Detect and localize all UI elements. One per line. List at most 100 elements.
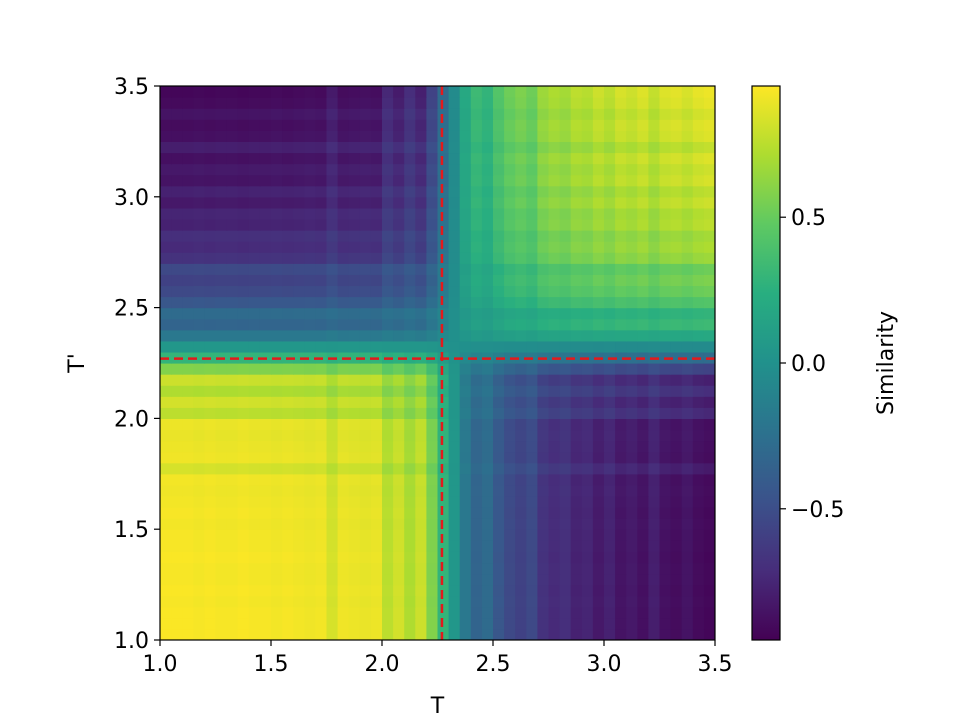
heatmap-cell xyxy=(171,518,183,530)
heatmap-cell xyxy=(326,86,339,98)
heatmap-cell xyxy=(215,374,228,386)
heatmap-cell xyxy=(315,340,328,353)
heatmap-cell xyxy=(348,462,361,475)
heatmap-cell xyxy=(193,307,205,320)
heatmap-cell xyxy=(526,595,538,608)
heatmap-cell xyxy=(481,185,494,198)
heatmap-cell xyxy=(248,307,261,320)
heatmap-cell xyxy=(437,241,450,253)
heatmap-cell xyxy=(648,329,661,342)
heatmap-cell xyxy=(459,307,472,320)
heatmap-cell xyxy=(259,252,272,264)
heatmap-cell xyxy=(481,617,494,630)
heatmap-cell xyxy=(681,584,694,597)
heatmap-cell xyxy=(226,628,239,640)
heatmap-cell xyxy=(259,495,272,508)
heatmap-cell xyxy=(182,163,194,176)
heatmap-cell xyxy=(659,274,672,287)
heatmap-cell xyxy=(204,174,217,187)
heatmap-cell xyxy=(393,518,405,530)
heatmap-cell xyxy=(493,573,505,586)
heatmap-cell xyxy=(248,230,261,242)
heatmap-cell xyxy=(226,507,239,519)
heatmap-cell xyxy=(648,174,661,187)
heatmap-cell xyxy=(681,351,694,364)
heatmap-cell xyxy=(648,540,661,552)
heatmap-cell xyxy=(548,584,561,597)
heatmap-cell xyxy=(615,562,627,575)
heatmap-cell xyxy=(215,307,228,320)
heatmap-cell xyxy=(692,628,705,640)
heatmap-cell xyxy=(637,318,649,331)
heatmap-cell xyxy=(259,163,272,176)
heatmap-cell xyxy=(282,518,294,530)
heatmap-cell xyxy=(393,108,405,120)
heatmap-cell xyxy=(160,440,172,453)
heatmap-cell xyxy=(226,185,239,198)
heatmap-cell xyxy=(237,185,250,198)
heatmap-cell xyxy=(393,407,405,419)
heatmap-cell xyxy=(370,274,383,287)
heatmap-cell xyxy=(648,484,661,497)
heatmap-cell xyxy=(304,429,316,442)
heatmap-cell xyxy=(615,97,627,109)
heatmap-cell xyxy=(493,407,505,419)
heatmap-cell xyxy=(359,119,372,131)
heatmap-cell xyxy=(526,562,538,575)
heatmap-cell xyxy=(570,163,583,176)
heatmap-cell xyxy=(504,628,516,640)
heatmap-cell xyxy=(348,407,361,419)
heatmap-cell xyxy=(337,152,350,165)
heatmap-cell xyxy=(248,495,261,508)
y-tick-label: 3.5 xyxy=(114,75,149,100)
heatmap-cell xyxy=(337,263,350,275)
heatmap-cell xyxy=(448,152,461,165)
heatmap-cell xyxy=(504,374,516,386)
heatmap-cell xyxy=(703,340,715,353)
heatmap-cell xyxy=(515,274,527,287)
heatmap-cell xyxy=(448,86,461,98)
heatmap-cell xyxy=(615,584,627,597)
heatmap-cell xyxy=(359,340,372,353)
heatmap-cell xyxy=(426,86,439,98)
heatmap-cell xyxy=(493,185,505,198)
heatmap-cell xyxy=(326,241,339,253)
heatmap-cell xyxy=(248,584,261,597)
heatmap-cell xyxy=(670,174,683,187)
heatmap-cell xyxy=(681,385,694,397)
heatmap-cell xyxy=(393,252,405,264)
heatmap-cell xyxy=(426,274,439,287)
heatmap-cell xyxy=(470,130,483,142)
heatmap-cell xyxy=(215,440,228,453)
heatmap-cell xyxy=(215,97,228,109)
heatmap-cell xyxy=(315,241,328,253)
heatmap-cell xyxy=(570,595,583,608)
heatmap-cell xyxy=(293,119,305,131)
heatmap-cell xyxy=(271,529,283,541)
heatmap-cell xyxy=(415,374,427,386)
heatmap-cell xyxy=(248,529,261,541)
heatmap-cell xyxy=(504,385,516,397)
heatmap-cell xyxy=(692,218,705,231)
heatmap-cell xyxy=(248,562,261,575)
heatmap-cell xyxy=(204,407,217,419)
heatmap-cell xyxy=(581,152,594,165)
heatmap-cell xyxy=(204,495,217,508)
heatmap-cell xyxy=(437,296,450,309)
heatmap-cell xyxy=(426,130,439,142)
heatmap-cell xyxy=(703,307,715,320)
heatmap-cell xyxy=(337,207,350,220)
heatmap-cell xyxy=(470,540,483,552)
heatmap-cell xyxy=(226,174,239,187)
heatmap-cell xyxy=(681,407,694,419)
heatmap-cell xyxy=(304,584,316,597)
heatmap-cell xyxy=(293,462,305,475)
heatmap-cell xyxy=(604,318,616,331)
heatmap-cell xyxy=(659,196,672,209)
heatmap-cell xyxy=(670,462,683,475)
heatmap-cell xyxy=(581,507,594,519)
heatmap-cell xyxy=(659,230,672,242)
heatmap-cell xyxy=(293,507,305,519)
heatmap-cell xyxy=(204,562,217,575)
heatmap-cell xyxy=(670,418,683,431)
